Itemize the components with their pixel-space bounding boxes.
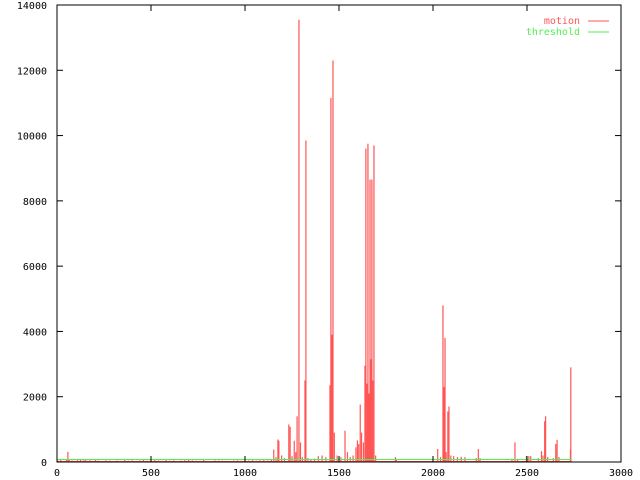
legend-label-threshold: threshold [526, 27, 580, 38]
x-tick-label: 3000 [609, 468, 633, 479]
y-tick-label: 12000 [17, 66, 47, 77]
x-tick-label: 1500 [327, 468, 351, 479]
x-tick-label: 500 [142, 468, 160, 479]
plot-frame [56, 4, 622, 463]
x-tick-label: 2500 [515, 468, 539, 479]
y-tick-label: 6000 [23, 262, 47, 273]
y-tick-label: 8000 [23, 197, 47, 208]
y-tick-label: 2000 [23, 393, 47, 404]
x-tick-label: 1000 [233, 468, 257, 479]
legend-label-motion: motion [544, 16, 580, 27]
x-tick-label: 2000 [421, 468, 445, 479]
x-tick-label: 0 [54, 468, 60, 479]
y-tick-label: 0 [41, 458, 47, 469]
y-tick-label: 4000 [23, 327, 47, 338]
legend: motion threshold [526, 16, 609, 38]
y-tick-label: 14000 [17, 1, 47, 12]
y-tick-label: 10000 [17, 132, 47, 143]
